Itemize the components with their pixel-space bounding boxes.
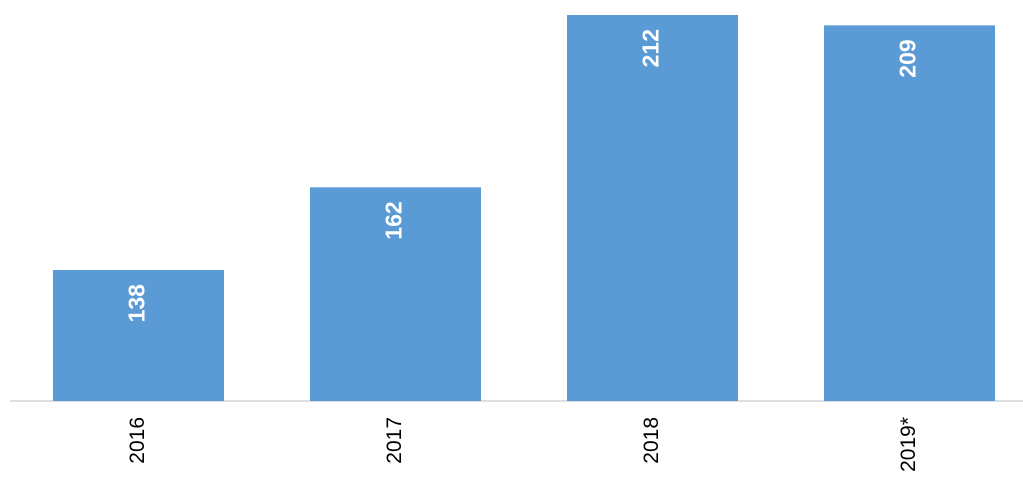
- x-tick-label: 2017: [383, 417, 406, 464]
- bar: [824, 25, 995, 401]
- bar: [53, 270, 224, 401]
- bar: [567, 15, 738, 401]
- x-tick-label: 2019*: [897, 417, 920, 472]
- value-label: 209: [895, 39, 921, 77]
- value-label: 212: [638, 29, 664, 67]
- x-tick-label: 2018: [640, 417, 663, 464]
- bar: [310, 187, 481, 401]
- value-label: 138: [124, 284, 150, 323]
- x-tick-label: 2016: [126, 417, 149, 464]
- value-label: 162: [381, 201, 407, 239]
